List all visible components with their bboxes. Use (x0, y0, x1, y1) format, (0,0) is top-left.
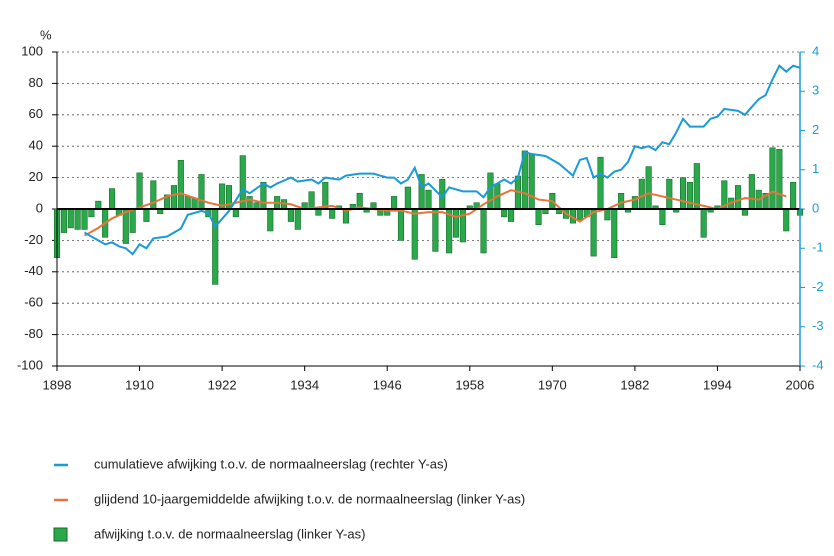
bar (308, 191, 315, 210)
bar (411, 208, 418, 260)
bar (425, 189, 432, 210)
y2-tick-label: 2 (812, 122, 819, 137)
legend-label: glijdend 10-jaargemiddelde afwijking t.o… (94, 491, 525, 506)
line (84, 189, 787, 237)
x-tick-label: 1910 (125, 377, 154, 392)
x-tick-label: 1934 (290, 377, 319, 392)
bar (267, 208, 274, 232)
bar (287, 208, 294, 222)
bar (74, 208, 81, 230)
bar (535, 208, 542, 225)
bar (432, 208, 439, 252)
y-axis-unit: % (40, 27, 52, 42)
y-tick-label: 80 (29, 75, 43, 90)
bar (129, 208, 136, 233)
bar (501, 208, 508, 218)
legend-label: cumulatieve afwijking t.o.v. de normaaln… (94, 456, 448, 471)
y-tick-label: -20 (24, 232, 43, 247)
y2-tick-label: -4 (812, 357, 824, 372)
bar (748, 174, 755, 210)
bar (246, 196, 253, 210)
x-tick-label: 1922 (208, 377, 237, 392)
bar (198, 174, 205, 210)
y-tick-label: -60 (24, 295, 43, 310)
bar (528, 153, 535, 210)
bar (638, 178, 645, 210)
bar (769, 147, 776, 210)
bar (611, 208, 618, 258)
bar (329, 208, 336, 219)
bar (790, 182, 797, 210)
line (84, 64, 801, 256)
bar (260, 182, 267, 210)
y-tick-label: 20 (29, 169, 43, 184)
y2-tick-label: 0 (812, 200, 819, 215)
x-tick-label: 1994 (703, 377, 732, 392)
y2-tick-label: -1 (812, 240, 824, 255)
bar (604, 208, 611, 221)
bar (508, 208, 515, 222)
bar (776, 149, 783, 210)
y-tick-label: 40 (29, 138, 43, 153)
bar (783, 208, 790, 232)
bar (686, 182, 693, 210)
bar (136, 172, 143, 210)
bar (404, 186, 411, 210)
y-tick-label: 100 (21, 43, 43, 58)
bar (452, 208, 460, 238)
bar (735, 185, 742, 210)
bar (618, 193, 625, 210)
bar (150, 180, 157, 210)
bar (60, 208, 67, 233)
y2-tick-label: -3 (812, 318, 824, 333)
x-tick-label: 1958 (455, 377, 484, 392)
bar (212, 208, 219, 285)
bar (122, 208, 129, 244)
legend-label: afwijking t.o.v. de normaalneerslag (lin… (94, 526, 365, 541)
x-tick-label: 1970 (538, 377, 567, 392)
y2-tick-label: 3 (812, 83, 819, 98)
bar (659, 208, 666, 225)
bar (597, 156, 604, 210)
bar (108, 188, 116, 210)
bar (177, 160, 184, 210)
bar (391, 196, 398, 210)
bar (700, 208, 707, 238)
bar (480, 208, 487, 254)
y-tick-label: 60 (29, 106, 43, 121)
y-tick-label: -100 (17, 357, 43, 372)
y-tick-label: -80 (24, 326, 43, 341)
bar (143, 208, 150, 222)
bar (81, 208, 88, 230)
legend-swatch (53, 527, 68, 542)
bar (679, 177, 687, 210)
x-tick-label: 2006 (786, 377, 815, 392)
bar (590, 208, 597, 257)
bar (95, 200, 102, 210)
bar (67, 208, 74, 229)
y2-tick-label: 1 (812, 161, 819, 176)
bar (170, 185, 178, 210)
y-tick-label: -40 (24, 263, 43, 278)
bar (322, 182, 329, 210)
bar (88, 208, 95, 218)
x-tick-label: 1898 (43, 377, 72, 392)
bar (645, 166, 652, 210)
bar (294, 208, 301, 230)
bar (184, 196, 191, 210)
x-tick-label: 1982 (620, 377, 649, 392)
y-tick-label: 0 (36, 200, 43, 215)
x-tick-label: 1946 (373, 377, 402, 392)
bar (397, 208, 405, 241)
bar (232, 208, 239, 218)
bar (576, 208, 583, 221)
y2-tick-label: 4 (812, 43, 819, 58)
y2-tick-label: -2 (812, 279, 824, 294)
bar (693, 163, 700, 210)
bar (666, 178, 673, 210)
